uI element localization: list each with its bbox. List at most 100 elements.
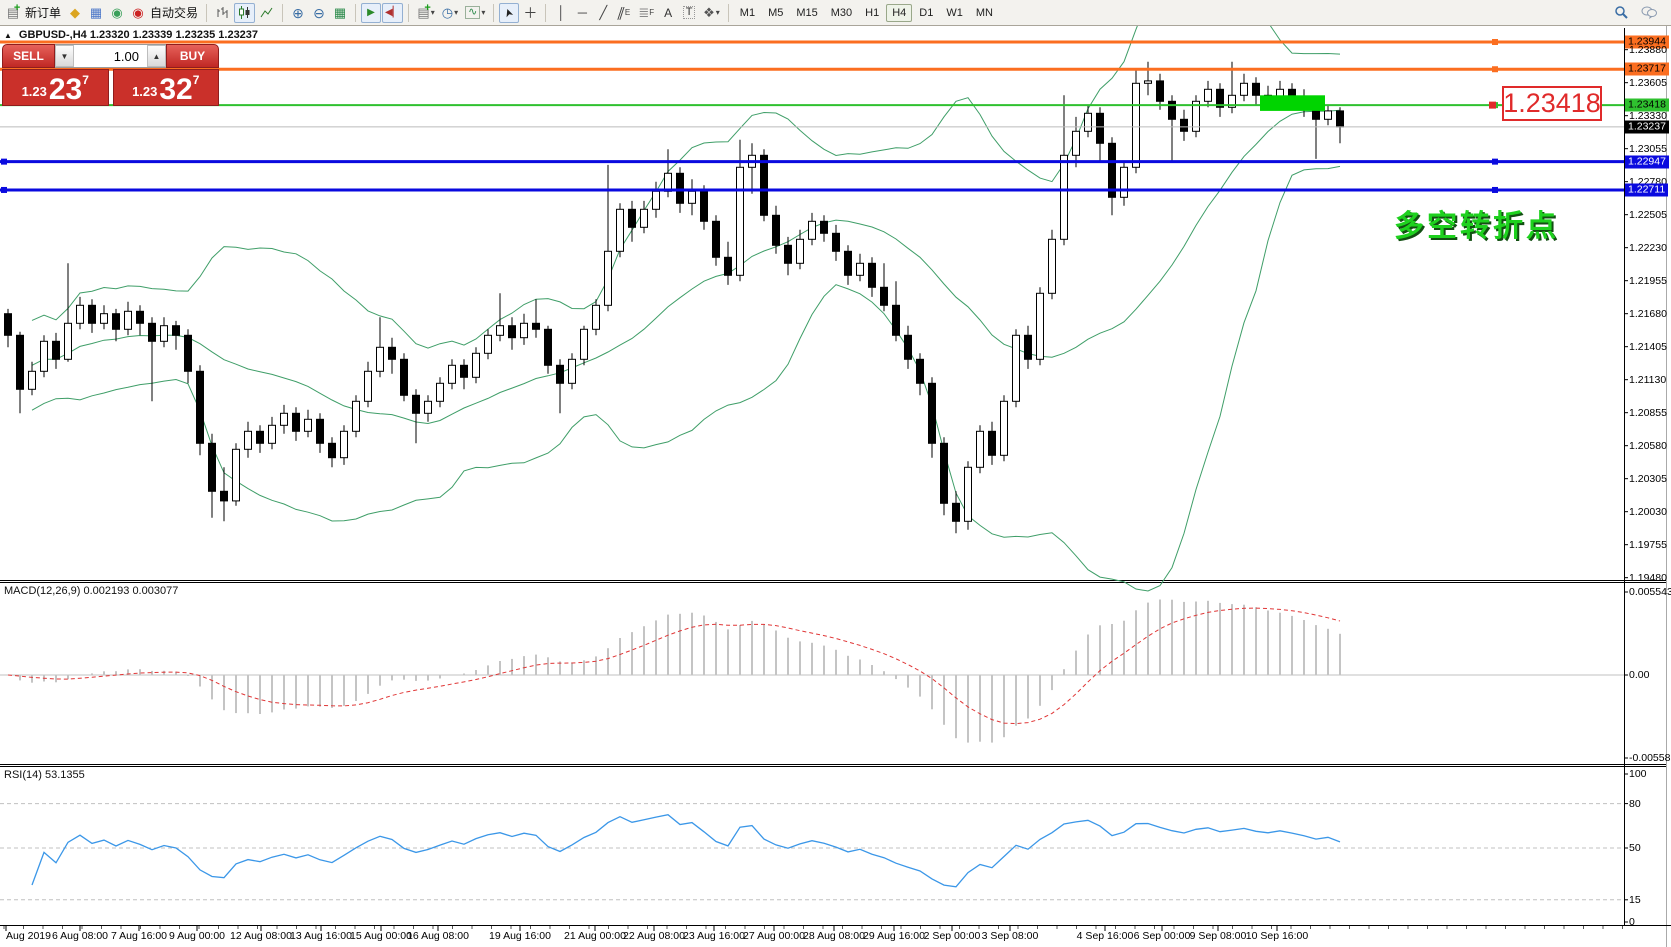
signals-button[interactable]: ◉ xyxy=(107,3,127,23)
zoom-in-button[interactable]: ⊕ xyxy=(288,3,308,23)
macd-label: MACD(12,26,9) 0.002193 0.003077 xyxy=(4,585,178,597)
bear-candle xyxy=(544,328,552,366)
rsi-label: RSI(14) 53.1355 xyxy=(4,769,85,781)
cursor-button[interactable]: ➤ xyxy=(499,2,520,23)
arrows-button[interactable]: ❖ ▾ xyxy=(700,3,723,23)
profiles-button[interactable]: ◆ xyxy=(65,3,85,23)
zoom-out-button[interactable]: ⊖ xyxy=(309,3,329,23)
channel-e-glyph: E xyxy=(624,8,631,17)
sell-button[interactable]: SELL xyxy=(2,44,55,68)
bull-candle xyxy=(580,328,588,360)
trendline-button[interactable]: ╱ xyxy=(593,3,613,23)
vertical-line-button[interactable]: │ xyxy=(551,3,571,23)
timeframe-w1[interactable]: W1 xyxy=(946,6,963,19)
volume-decrease-button[interactable]: ▼ xyxy=(55,45,74,67)
line-anchor-handle[interactable] xyxy=(1492,66,1498,73)
profile-icon: ◆ xyxy=(70,5,81,20)
bear-candle xyxy=(412,394,420,414)
bull-candle xyxy=(976,430,984,468)
templates-button[interactable]: ▤ + ▾ xyxy=(414,3,437,23)
bear-candle xyxy=(988,430,996,456)
bear-candle xyxy=(712,220,720,258)
vertical-line-icon: │ xyxy=(557,5,566,20)
line-chart-button[interactable] xyxy=(256,3,277,23)
bull-candle xyxy=(604,250,612,306)
candlestick-chart-button[interactable] xyxy=(234,2,256,23)
timeframe-d1[interactable]: D1 xyxy=(919,6,934,19)
indicators-button[interactable]: ∿ ▾ xyxy=(462,3,488,23)
bear-candle xyxy=(1252,82,1260,96)
line-anchor-handle[interactable] xyxy=(1492,186,1498,193)
bull-candle xyxy=(472,352,480,378)
label-anchor-handle[interactable] xyxy=(1489,101,1496,109)
sell-price-display[interactable]: 1.23 23 7 xyxy=(2,69,109,106)
bear-candle xyxy=(328,442,336,459)
bull-candle xyxy=(1324,110,1332,120)
text-tool-button[interactable]: A xyxy=(658,3,678,23)
bull-candle xyxy=(484,334,492,354)
buy-price-display[interactable]: 1.23 32 7 xyxy=(112,69,219,106)
horizontal-line-button[interactable]: ─ xyxy=(572,3,592,23)
sell-price-pip: 7 xyxy=(82,73,89,87)
bollinger-lower-band xyxy=(31,165,1341,592)
auto-trading-label[interactable]: 自动交易 xyxy=(150,6,199,20)
tile-windows-button[interactable]: ▦ xyxy=(330,3,350,23)
new-order-button[interactable]: ▤ + xyxy=(3,3,23,23)
bull-candle xyxy=(688,190,696,204)
timeframe-m30[interactable]: M30 xyxy=(830,6,853,19)
bear-candle xyxy=(16,334,24,390)
timeframe-h1[interactable]: H1 xyxy=(865,6,880,19)
buy-button[interactable]: BUY xyxy=(166,44,219,68)
volume-increase-button[interactable]: ▲ xyxy=(147,45,166,67)
timeframe-m5[interactable]: M5 xyxy=(768,6,784,19)
line-anchor-handle[interactable] xyxy=(1492,158,1498,165)
bear-candle xyxy=(892,304,900,336)
search-button[interactable] xyxy=(1611,3,1632,23)
line-anchor-handle[interactable] xyxy=(1492,39,1498,45)
channel-button[interactable]: ∥ E xyxy=(614,3,634,23)
bull-candle xyxy=(1084,112,1092,132)
bear-candle xyxy=(952,502,960,522)
crosshair-button[interactable]: ＋ xyxy=(520,3,540,23)
period-button[interactable]: ◷ ▾ xyxy=(439,3,461,23)
toolbar-separator xyxy=(282,3,284,22)
bear-candle xyxy=(772,214,780,246)
green-box-annotation[interactable] xyxy=(1260,95,1325,111)
timeframe-mn[interactable]: MN xyxy=(975,6,993,19)
bear-candle xyxy=(1168,100,1176,120)
bull-candle xyxy=(496,325,504,336)
chat-button[interactable] xyxy=(1638,3,1660,23)
line-anchor-handle[interactable] xyxy=(1,186,7,193)
text-label-button[interactable]: T xyxy=(679,3,699,23)
bear-candle xyxy=(1180,118,1188,132)
chart-shift-button[interactable]: ◀▏ xyxy=(382,2,404,23)
chinese-annotation[interactable]: 多空转折点 xyxy=(1394,210,1559,243)
bear-candle xyxy=(556,364,564,384)
auto-scroll-button[interactable]: ▶ xyxy=(361,2,382,23)
clock-icon: ◷ xyxy=(441,5,454,20)
line-anchor-handle[interactable] xyxy=(1,158,7,165)
sell-price-prefix: 1.23 xyxy=(21,84,47,99)
new-order-label[interactable]: 新订单 xyxy=(25,6,62,20)
buy-price-prefix: 1.23 xyxy=(132,84,158,99)
bear-candle xyxy=(4,313,12,336)
zoom-in-icon: ⊕ xyxy=(292,4,304,21)
dropdown-caret-icon: ▾ xyxy=(481,8,486,17)
bar-chart-button[interactable] xyxy=(212,3,233,23)
timeframe-h4[interactable]: H4 xyxy=(886,3,913,22)
timeframe-m1[interactable]: M1 xyxy=(739,6,756,19)
signal-icon: ◉ xyxy=(111,5,123,20)
bull-candle xyxy=(1144,80,1152,84)
bull-candle xyxy=(736,166,744,276)
auto-trading-button[interactable]: ◉ xyxy=(128,3,148,23)
bear-candle xyxy=(52,340,60,360)
macd-signal-line xyxy=(7,607,1341,725)
price-level-label-box[interactable]: 1.23418 xyxy=(1502,86,1602,121)
fibonacci-button[interactable]: ≣ F xyxy=(635,3,657,23)
timeframe-m15[interactable]: M15 xyxy=(796,6,818,19)
bear-candle xyxy=(880,286,888,306)
volume-input[interactable]: 1.00 xyxy=(113,48,139,64)
line-chart-icon xyxy=(260,7,273,18)
charts-window-button[interactable]: ▦ xyxy=(86,3,106,23)
